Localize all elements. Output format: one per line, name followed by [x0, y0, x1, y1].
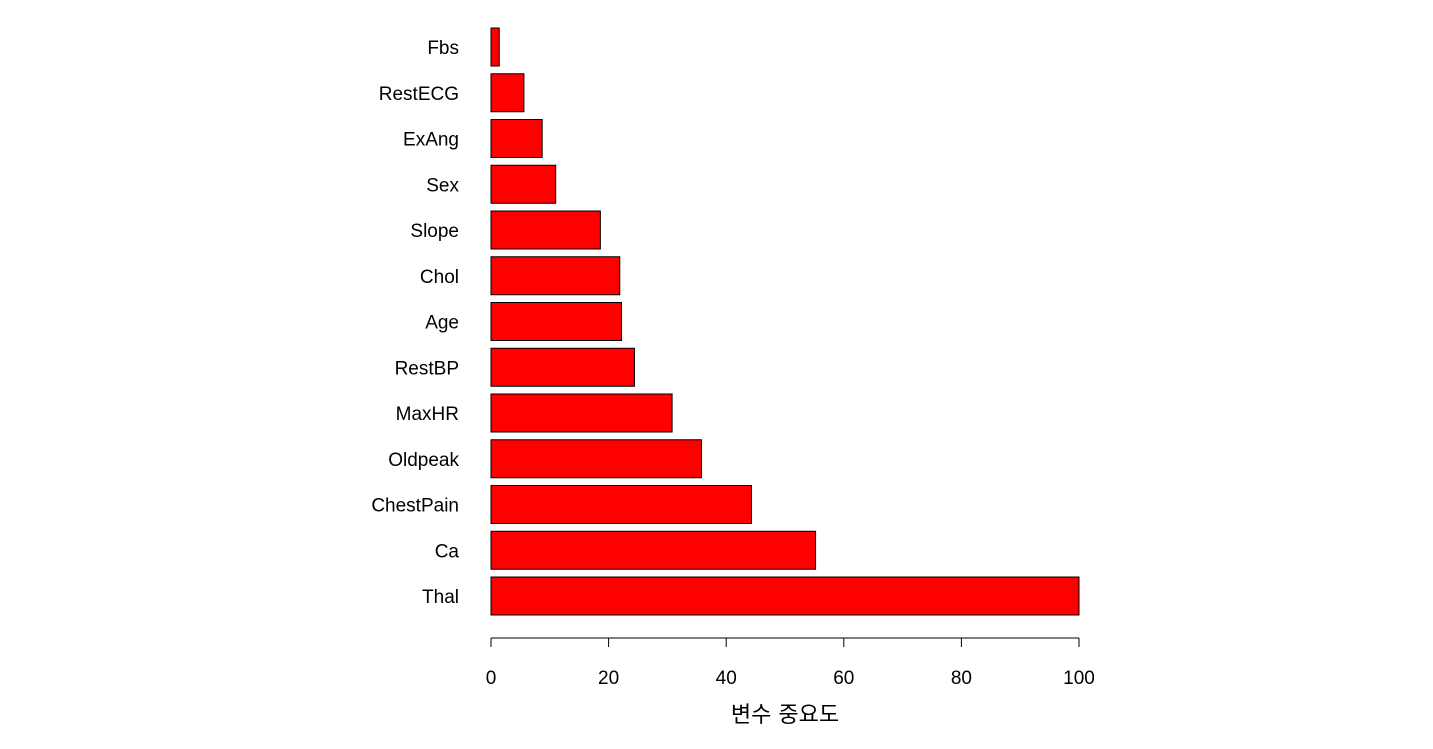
category-label-thal: Thal	[422, 587, 459, 608]
bar-chestpain	[490, 485, 752, 524]
category-labels-group: Thal Ca ChestPain Oldpeak MaxHR RestBP Age Chol…	[371, 38, 459, 608]
category-label-fbs: Fbs	[427, 38, 459, 59]
x-tick-label-0: 0	[486, 668, 497, 689]
category-label-age: Age	[425, 313, 459, 334]
x-axis-title: 변수 중요도	[731, 703, 839, 728]
category-label-maxhr: MaxHR	[396, 404, 459, 425]
category-label-chol: Chol	[420, 267, 459, 288]
x-tick-label-80: 80	[951, 668, 972, 689]
category-label-restbp: RestBP	[395, 358, 459, 379]
category-label-slope: Slope	[410, 221, 459, 242]
x-tick-label-60: 60	[833, 668, 854, 689]
bar-slope	[490, 210, 601, 250]
category-label-chestpain: ChestPain	[371, 496, 459, 517]
x-tick-label-20: 20	[598, 668, 619, 689]
bar-oldpeak	[490, 439, 703, 479]
x-tick-label-40: 40	[716, 668, 737, 689]
bar-ca	[490, 530, 817, 570]
category-label-oldpeak: Oldpeak	[388, 450, 459, 471]
bar-sex	[490, 164, 557, 204]
bar-maxhr	[490, 393, 673, 433]
bar-chol	[490, 256, 621, 296]
bars-group	[490, 27, 1080, 616]
x-tick-label-100: 100	[1063, 668, 1095, 689]
category-label-exang: ExAng	[403, 130, 459, 151]
bar-exang	[490, 119, 543, 158]
bar-age	[490, 302, 623, 341]
category-label-restecg: RestECG	[379, 84, 459, 105]
category-label-ca: Ca	[435, 541, 460, 562]
category-label-sex: Sex	[426, 175, 459, 196]
bar-restbp	[490, 347, 635, 387]
bar-fbs	[490, 27, 500, 67]
bar-thal	[490, 576, 1080, 616]
x-axis: 0 20 40 60 80 100	[486, 637, 1095, 689]
bar-restecg	[490, 73, 525, 113]
